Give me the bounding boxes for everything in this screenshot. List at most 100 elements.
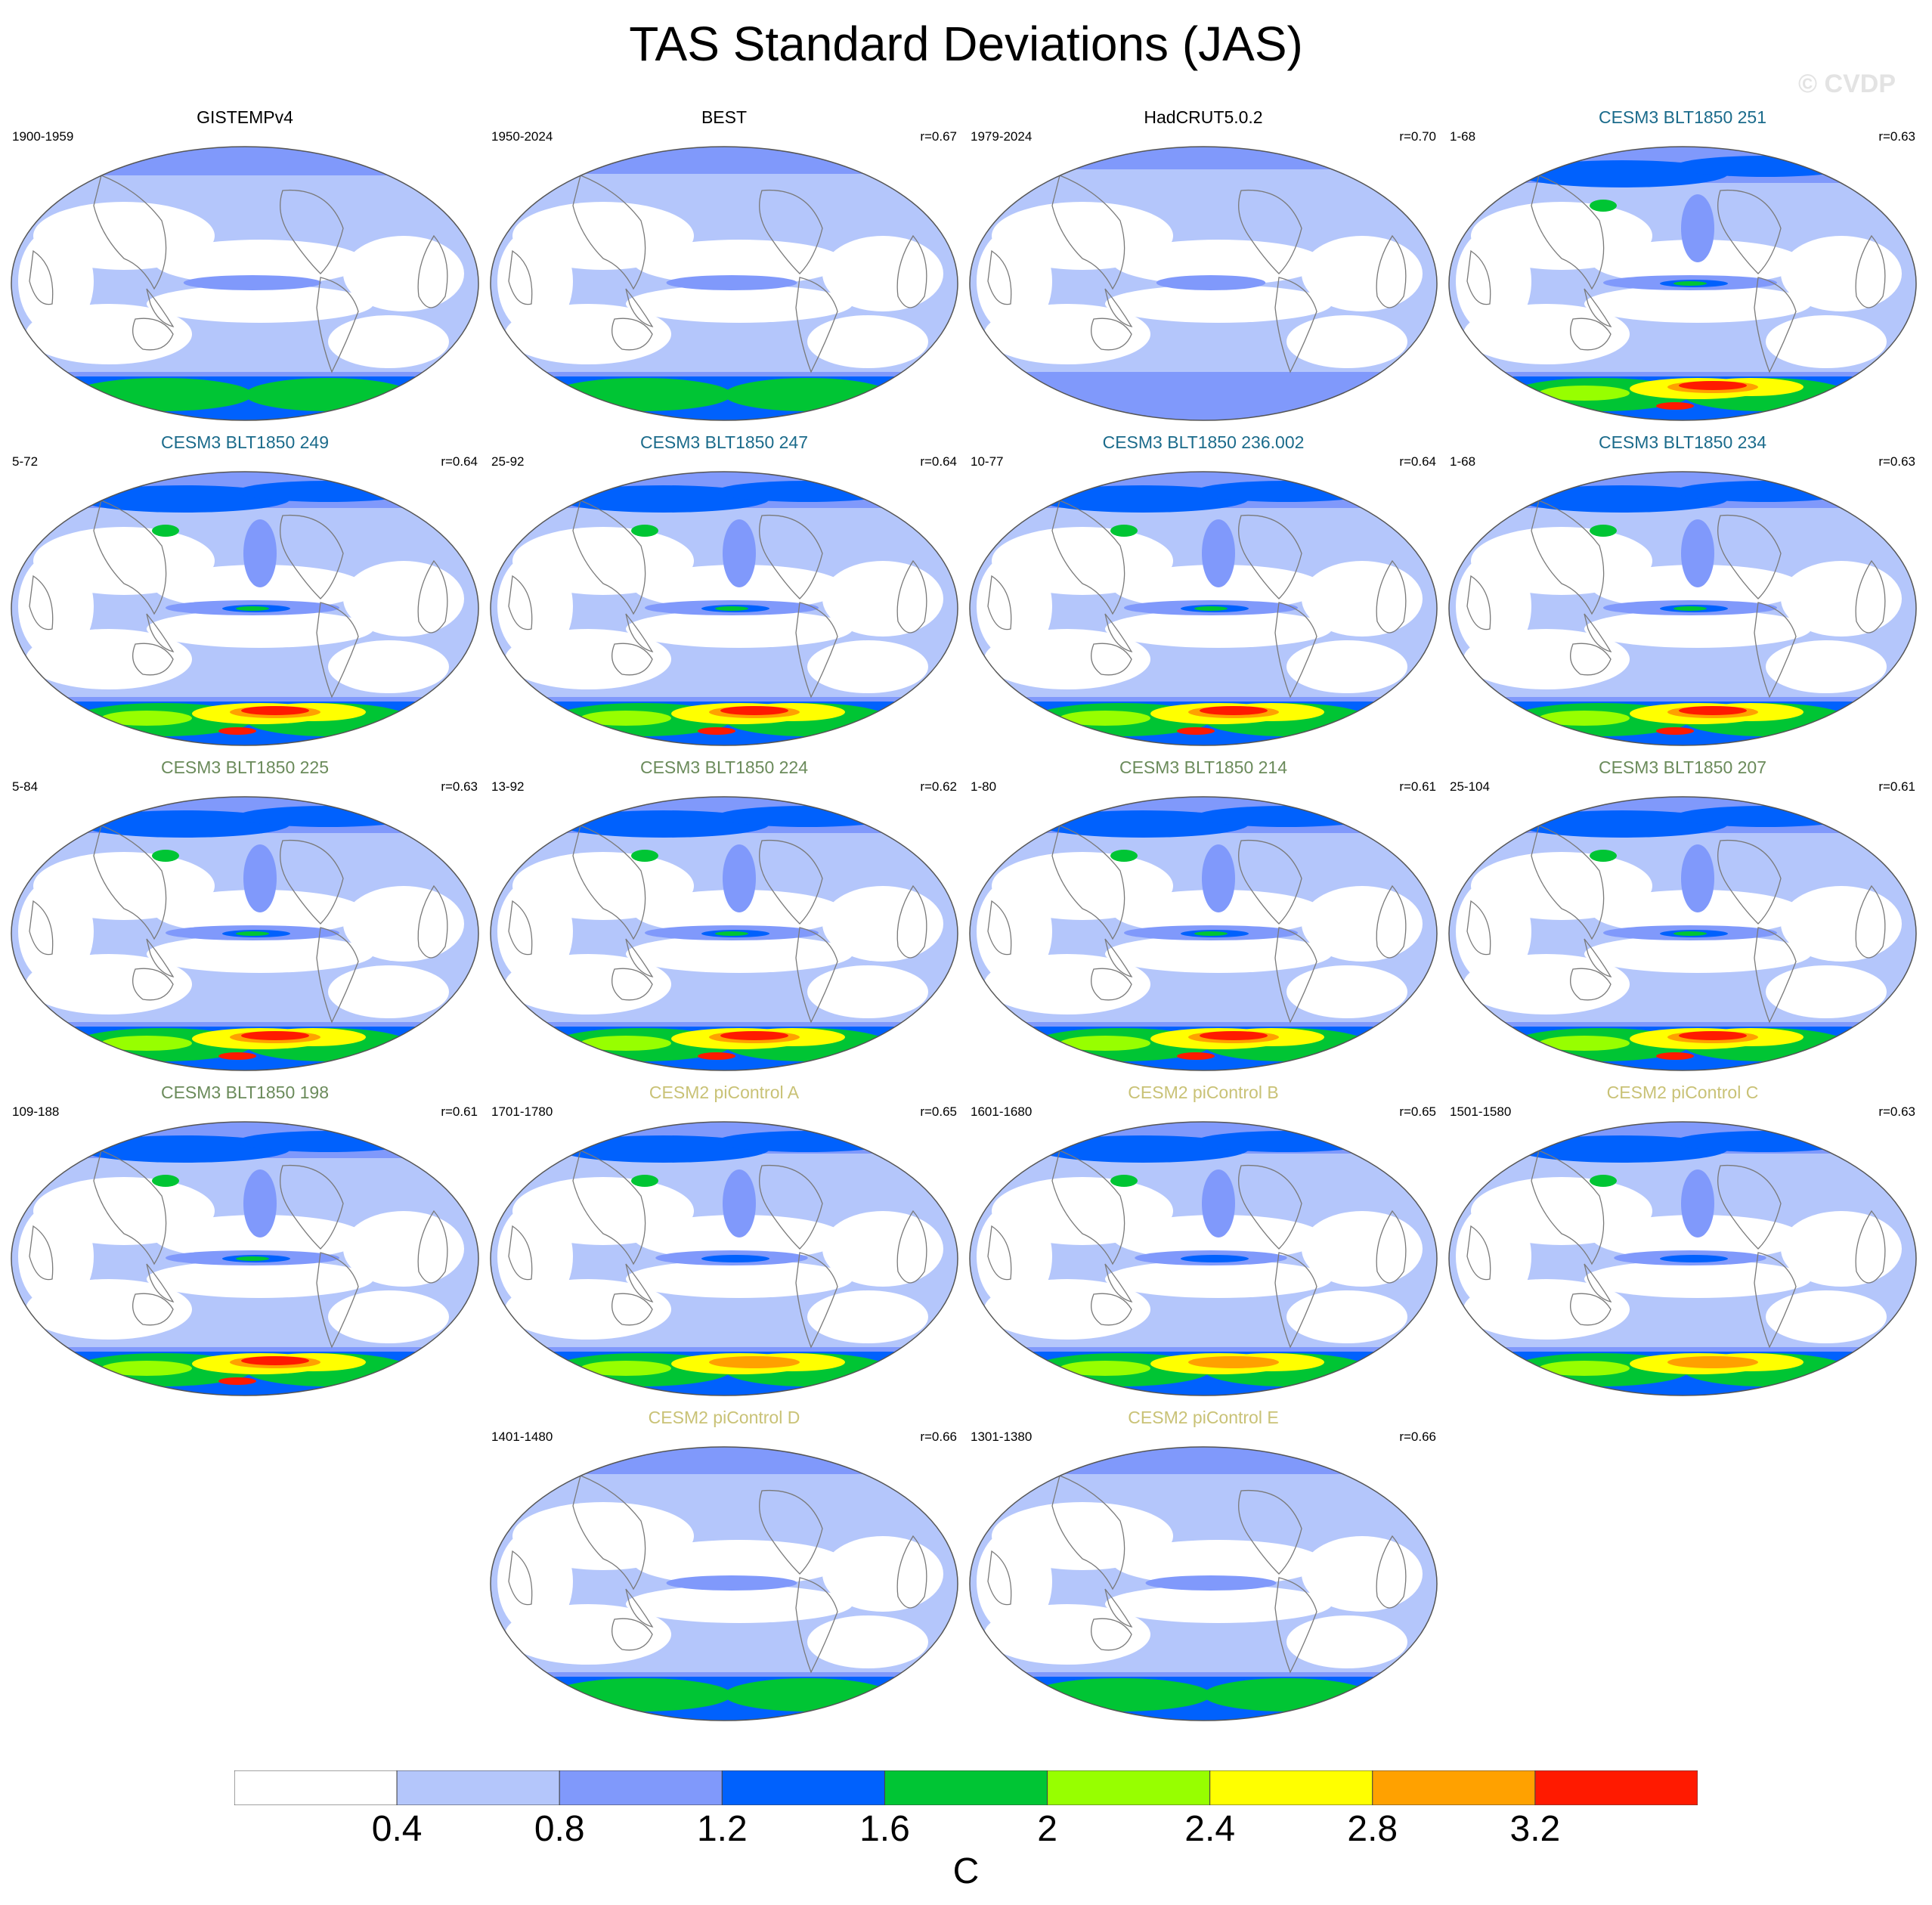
colorbar-swatch — [559, 1770, 723, 1805]
cvdp-watermark: © CVDP — [1798, 70, 1896, 98]
panel-title: CESM3 BLT1850 251 — [1598, 107, 1767, 127]
map-panel: CESM2 piControl E 1301-1380 r=0.66 — [969, 1406, 1438, 1724]
robinson-map — [969, 796, 1438, 1071]
panel-correlation: r=0.64 — [1399, 454, 1436, 469]
colorbar-tick-label: 2.8 — [1347, 1809, 1398, 1849]
map-panel: CESM2 piControl B 1601-1680 r=0.65 — [969, 1081, 1438, 1399]
panel-correlation: r=0.66 — [1399, 1430, 1436, 1444]
map-panel: BEST 1950-2024 r=0.67 — [490, 106, 958, 423]
robinson-map — [490, 796, 958, 1071]
robinson-map — [1448, 471, 1917, 746]
robinson-map — [11, 1121, 479, 1396]
panel-years: 1-80 — [971, 779, 997, 794]
colorbar-swatch — [1047, 1770, 1211, 1805]
panel-years: 10-77 — [971, 454, 1004, 469]
panel-title: CESM2 piControl B — [1128, 1083, 1279, 1102]
panel-title: CESM3 BLT1850 224 — [639, 757, 809, 777]
panel-years: 5-84 — [12, 779, 39, 794]
colorbar-swatch — [396, 1770, 560, 1805]
panel-years: 1601-1680 — [971, 1104, 1033, 1119]
robinson-map — [11, 796, 479, 1071]
panel-correlation: r=0.65 — [1399, 1104, 1436, 1119]
map-panel: CESM3 BLT1850 198 109-188 r=0.61 — [11, 1081, 479, 1399]
panel-correlation: r=0.63 — [1878, 454, 1915, 469]
panel-title: CESM3 BLT1850 234 — [1598, 432, 1767, 452]
panel-years: 13-92 — [491, 779, 525, 794]
panel-correlation: r=0.66 — [920, 1430, 957, 1444]
panel-years: 25-104 — [1450, 779, 1490, 794]
panel-title: GISTEMPv4 — [197, 107, 293, 127]
colorbar-swatch — [884, 1770, 1048, 1805]
panel-title: CESM3 BLT1850 247 — [639, 432, 809, 452]
colorbar-swatch — [234, 1770, 398, 1805]
panel-correlation: r=0.63 — [441, 779, 478, 794]
panel-years: 1701-1780 — [491, 1104, 553, 1119]
robinson-map — [1448, 796, 1917, 1071]
panel-years: 1-68 — [1450, 454, 1476, 469]
robinson-map — [1448, 146, 1917, 421]
panel-correlation: r=0.61 — [1878, 779, 1915, 794]
panel-title: BEST — [701, 107, 748, 127]
panel-title: CESM2 piControl D — [648, 1408, 800, 1427]
panel-correlation: r=0.65 — [920, 1104, 957, 1119]
colorbar-tick-label: 3.2 — [1509, 1809, 1561, 1849]
robinson-map — [490, 1446, 958, 1721]
robinson-map — [969, 1446, 1438, 1721]
colorbar-swatch — [1534, 1770, 1698, 1805]
robinson-map — [490, 1121, 958, 1396]
colorbar-tick-label: 0.4 — [371, 1809, 423, 1849]
map-panel: CESM3 BLT1850 236.002 10-77 r=0.64 — [969, 431, 1438, 748]
map-panel: CESM3 BLT1850 225 5-84 r=0.63 — [11, 756, 479, 1073]
colorbar-tick-label: 1.2 — [696, 1809, 748, 1849]
robinson-map — [969, 146, 1438, 421]
colorbar-tick-label: 2 — [1037, 1809, 1057, 1849]
panel-correlation: r=0.62 — [920, 779, 957, 794]
panel-correlation: r=0.64 — [441, 454, 478, 469]
colorbar-swatch — [721, 1770, 885, 1805]
robinson-map — [969, 471, 1438, 746]
map-panel: CESM3 BLT1850 224 13-92 r=0.62 — [490, 756, 958, 1073]
colorbar-swatch — [1372, 1770, 1536, 1805]
panel-title: CESM2 piControl E — [1128, 1408, 1279, 1427]
panel-correlation: r=0.70 — [1399, 129, 1436, 144]
panel-years: 1979-2024 — [971, 129, 1033, 144]
panel-years: 5-72 — [12, 454, 39, 469]
robinson-map — [490, 146, 958, 421]
panel-years: 1501-1580 — [1450, 1104, 1512, 1119]
robinson-map — [1448, 1121, 1917, 1396]
panel-years: 1301-1380 — [971, 1430, 1033, 1444]
panel-correlation: r=0.61 — [441, 1104, 478, 1119]
colorbar-tick-label: 2.4 — [1184, 1809, 1236, 1849]
robinson-map — [490, 471, 958, 746]
panel-title: CESM3 BLT1850 225 — [160, 757, 330, 777]
panel-years: 25-92 — [491, 454, 525, 469]
panel-years: 1900-1959 — [12, 129, 74, 144]
figure-title: TAS Standard Deviations (JAS) — [629, 17, 1303, 71]
robinson-map — [969, 1121, 1438, 1396]
panel-correlation: r=0.64 — [920, 454, 957, 469]
panel-years: 1950-2024 — [491, 129, 553, 144]
map-panel: CESM3 BLT1850 249 5-72 r=0.64 — [11, 431, 479, 748]
panel-title: CESM3 BLT1850 249 — [160, 432, 330, 452]
panel-years: 1-68 — [1450, 129, 1476, 144]
colorbar-swatch — [1209, 1770, 1373, 1805]
panel-years: 109-188 — [12, 1104, 60, 1119]
panel-title: CESM3 BLT1850 236.002 — [1102, 432, 1305, 452]
map-panel: CESM3 BLT1850 214 1-80 r=0.61 — [969, 756, 1438, 1073]
panel-correlation: r=0.61 — [1399, 779, 1436, 794]
map-panel: CESM2 piControl C 1501-1580 r=0.63 — [1448, 1081, 1917, 1399]
map-panel: HadCRUT5.0.2 1979-2024 r=0.70 — [969, 106, 1438, 423]
panel-title: CESM3 BLT1850 207 — [1598, 757, 1767, 777]
panel-correlation: r=0.63 — [1878, 129, 1915, 144]
colorbar-tick-label: 0.8 — [534, 1809, 585, 1849]
panel-years: 1401-1480 — [491, 1430, 553, 1444]
panel-title: CESM2 piControl C — [1606, 1083, 1759, 1102]
map-panel: GISTEMPv4 1900-1959 — [11, 106, 479, 423]
panel-title: HadCRUT5.0.2 — [1144, 107, 1263, 127]
panel-correlation: r=0.67 — [920, 129, 957, 144]
map-panel: CESM3 BLT1850 207 25-104 r=0.61 — [1448, 756, 1917, 1073]
robinson-map — [11, 146, 479, 421]
map-panel: CESM2 piControl D 1401-1480 r=0.66 — [490, 1406, 958, 1724]
map-panel: CESM3 BLT1850 247 25-92 r=0.64 — [490, 431, 958, 748]
panel-title: CESM3 BLT1850 214 — [1119, 757, 1288, 777]
